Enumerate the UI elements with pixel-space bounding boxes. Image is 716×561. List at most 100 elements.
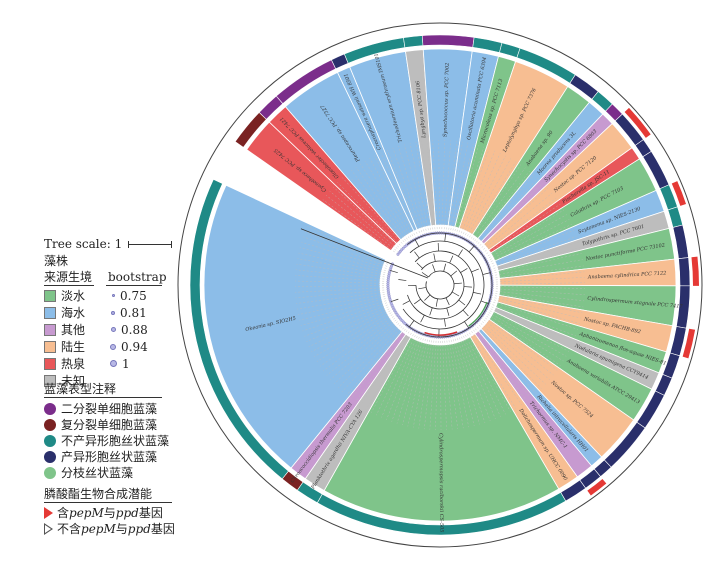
guide-line bbox=[489, 242, 579, 270]
guide-line bbox=[330, 318, 401, 380]
bootstrap-value: 0.94 bbox=[121, 339, 148, 354]
guide-line bbox=[491, 292, 584, 308]
guide-line bbox=[484, 312, 564, 362]
guide-line bbox=[469, 327, 522, 405]
guide-line bbox=[376, 331, 418, 416]
source-legend-freshwater: 淡水 bbox=[44, 288, 85, 303]
guide-line bbox=[346, 173, 407, 246]
guide-line bbox=[490, 296, 582, 319]
guide-line bbox=[409, 143, 430, 235]
tree-branch-spoke bbox=[457, 249, 463, 257]
gene-pepM: pepM bbox=[81, 521, 116, 536]
guide-line bbox=[319, 314, 398, 367]
freshwater-label: 淡水 bbox=[61, 289, 86, 303]
guide-line bbox=[486, 219, 570, 262]
gene-presence-mark bbox=[671, 181, 687, 206]
guide-line bbox=[326, 317, 400, 376]
tip-label: Anabaena cylindrica PCC 7122 bbox=[587, 270, 667, 280]
source-legend-other: 其他 bbox=[44, 322, 85, 337]
tip-label: Cylindrospermopsis raciborskii CS-505 bbox=[438, 433, 445, 533]
guide-line bbox=[429, 336, 437, 430]
tree-branch-arc bbox=[415, 260, 465, 310]
tree-branch-arc bbox=[407, 250, 475, 320]
guide-line bbox=[444, 336, 453, 430]
guide-line bbox=[298, 252, 390, 274]
source-legend-divider bbox=[44, 285, 94, 286]
guide-line bbox=[465, 158, 512, 240]
heterocyst-label: 产异形胞丝状蓝藻 bbox=[61, 450, 158, 464]
bootstrap-value: 0.88 bbox=[121, 322, 148, 337]
guide-line bbox=[467, 329, 517, 409]
guide-line bbox=[432, 140, 438, 234]
guide-line bbox=[369, 158, 415, 240]
guide-line bbox=[465, 330, 511, 412]
tree-branch-spoke bbox=[414, 251, 420, 259]
phenotype-ring-segment bbox=[472, 37, 503, 53]
guide-line bbox=[326, 195, 400, 253]
tree-branch-spoke bbox=[463, 286, 472, 288]
guide-line bbox=[474, 323, 537, 394]
guide-line bbox=[313, 310, 395, 357]
source-legend-seawater: 海水 bbox=[44, 305, 85, 320]
source-legend-title-2: 来源生境 bbox=[44, 270, 93, 284]
guide-line bbox=[295, 287, 389, 293]
guide-line bbox=[311, 308, 394, 352]
seawater-label: 海水 bbox=[61, 306, 86, 320]
guide-line bbox=[459, 150, 495, 237]
highlight-branch-red bbox=[424, 331, 458, 336]
guide-line bbox=[391, 333, 423, 422]
outgroup-branch bbox=[300, 228, 429, 279]
guide-line bbox=[305, 231, 392, 266]
bootstrap-legend-divider bbox=[106, 285, 162, 286]
guide-line bbox=[449, 142, 469, 235]
guide-line bbox=[407, 335, 429, 427]
guide-line bbox=[481, 315, 558, 371]
guide-line bbox=[451, 143, 474, 235]
guide-line bbox=[484, 209, 565, 259]
guide-line bbox=[415, 141, 432, 234]
guide-line bbox=[421, 141, 434, 234]
guide-line bbox=[446, 336, 458, 429]
gene-legend-title: 膦酸酯生物合成潜能 bbox=[44, 487, 153, 501]
bootstrap-dot-icon bbox=[110, 360, 117, 367]
tree-branch-spoke bbox=[398, 279, 407, 281]
guide-line bbox=[380, 152, 419, 238]
guide-line bbox=[461, 153, 501, 238]
guide-line bbox=[452, 335, 475, 426]
guide-line bbox=[306, 305, 393, 342]
bootstrap-value: 0.81 bbox=[120, 305, 147, 320]
guide-line bbox=[491, 282, 585, 285]
gene-present-middle: 与 bbox=[103, 506, 116, 520]
gene-legend-absent: 不含 pepM 与 ppd 基因 bbox=[44, 521, 175, 536]
tree-branch-spoke bbox=[433, 253, 436, 262]
highlight-branch-green bbox=[468, 301, 488, 327]
tree-branch-spoke bbox=[443, 263, 447, 272]
gene-presence-mark bbox=[682, 328, 696, 359]
guide-line bbox=[302, 301, 391, 332]
phenotype-legend-binary-fission: 二分裂单细胞蓝藻 bbox=[44, 401, 157, 416]
guide-line bbox=[374, 155, 417, 239]
guide-line bbox=[346, 324, 407, 396]
guide-line bbox=[308, 306, 394, 347]
tree-branch-spoke bbox=[453, 282, 462, 285]
heterocyst-dot bbox=[44, 450, 56, 463]
tree-branch-spoke bbox=[471, 268, 479, 273]
guide-line bbox=[392, 147, 424, 236]
guide-line bbox=[426, 140, 436, 234]
guide-line bbox=[472, 325, 532, 399]
guide-line bbox=[304, 303, 392, 337]
terrestrial-swatch bbox=[44, 340, 56, 353]
guide-line bbox=[490, 253, 582, 274]
multiple-fission-dot bbox=[44, 418, 56, 431]
tree-branch-spoke bbox=[468, 245, 475, 253]
source-legend-terrestrial: 陆生 bbox=[44, 339, 85, 354]
tree-branches bbox=[300, 228, 494, 339]
guide-line bbox=[474, 177, 539, 247]
tree-branch-spoke bbox=[429, 307, 433, 316]
multiple-fission-label: 复分裂单细胞蓝藻 bbox=[61, 418, 158, 432]
guide-line bbox=[333, 186, 402, 250]
bootstrap-legend-item: 0.88 bbox=[111, 322, 148, 337]
gene-presence-mark bbox=[587, 478, 607, 496]
tree-branch-spoke bbox=[464, 321, 470, 329]
guide-line bbox=[371, 330, 416, 413]
